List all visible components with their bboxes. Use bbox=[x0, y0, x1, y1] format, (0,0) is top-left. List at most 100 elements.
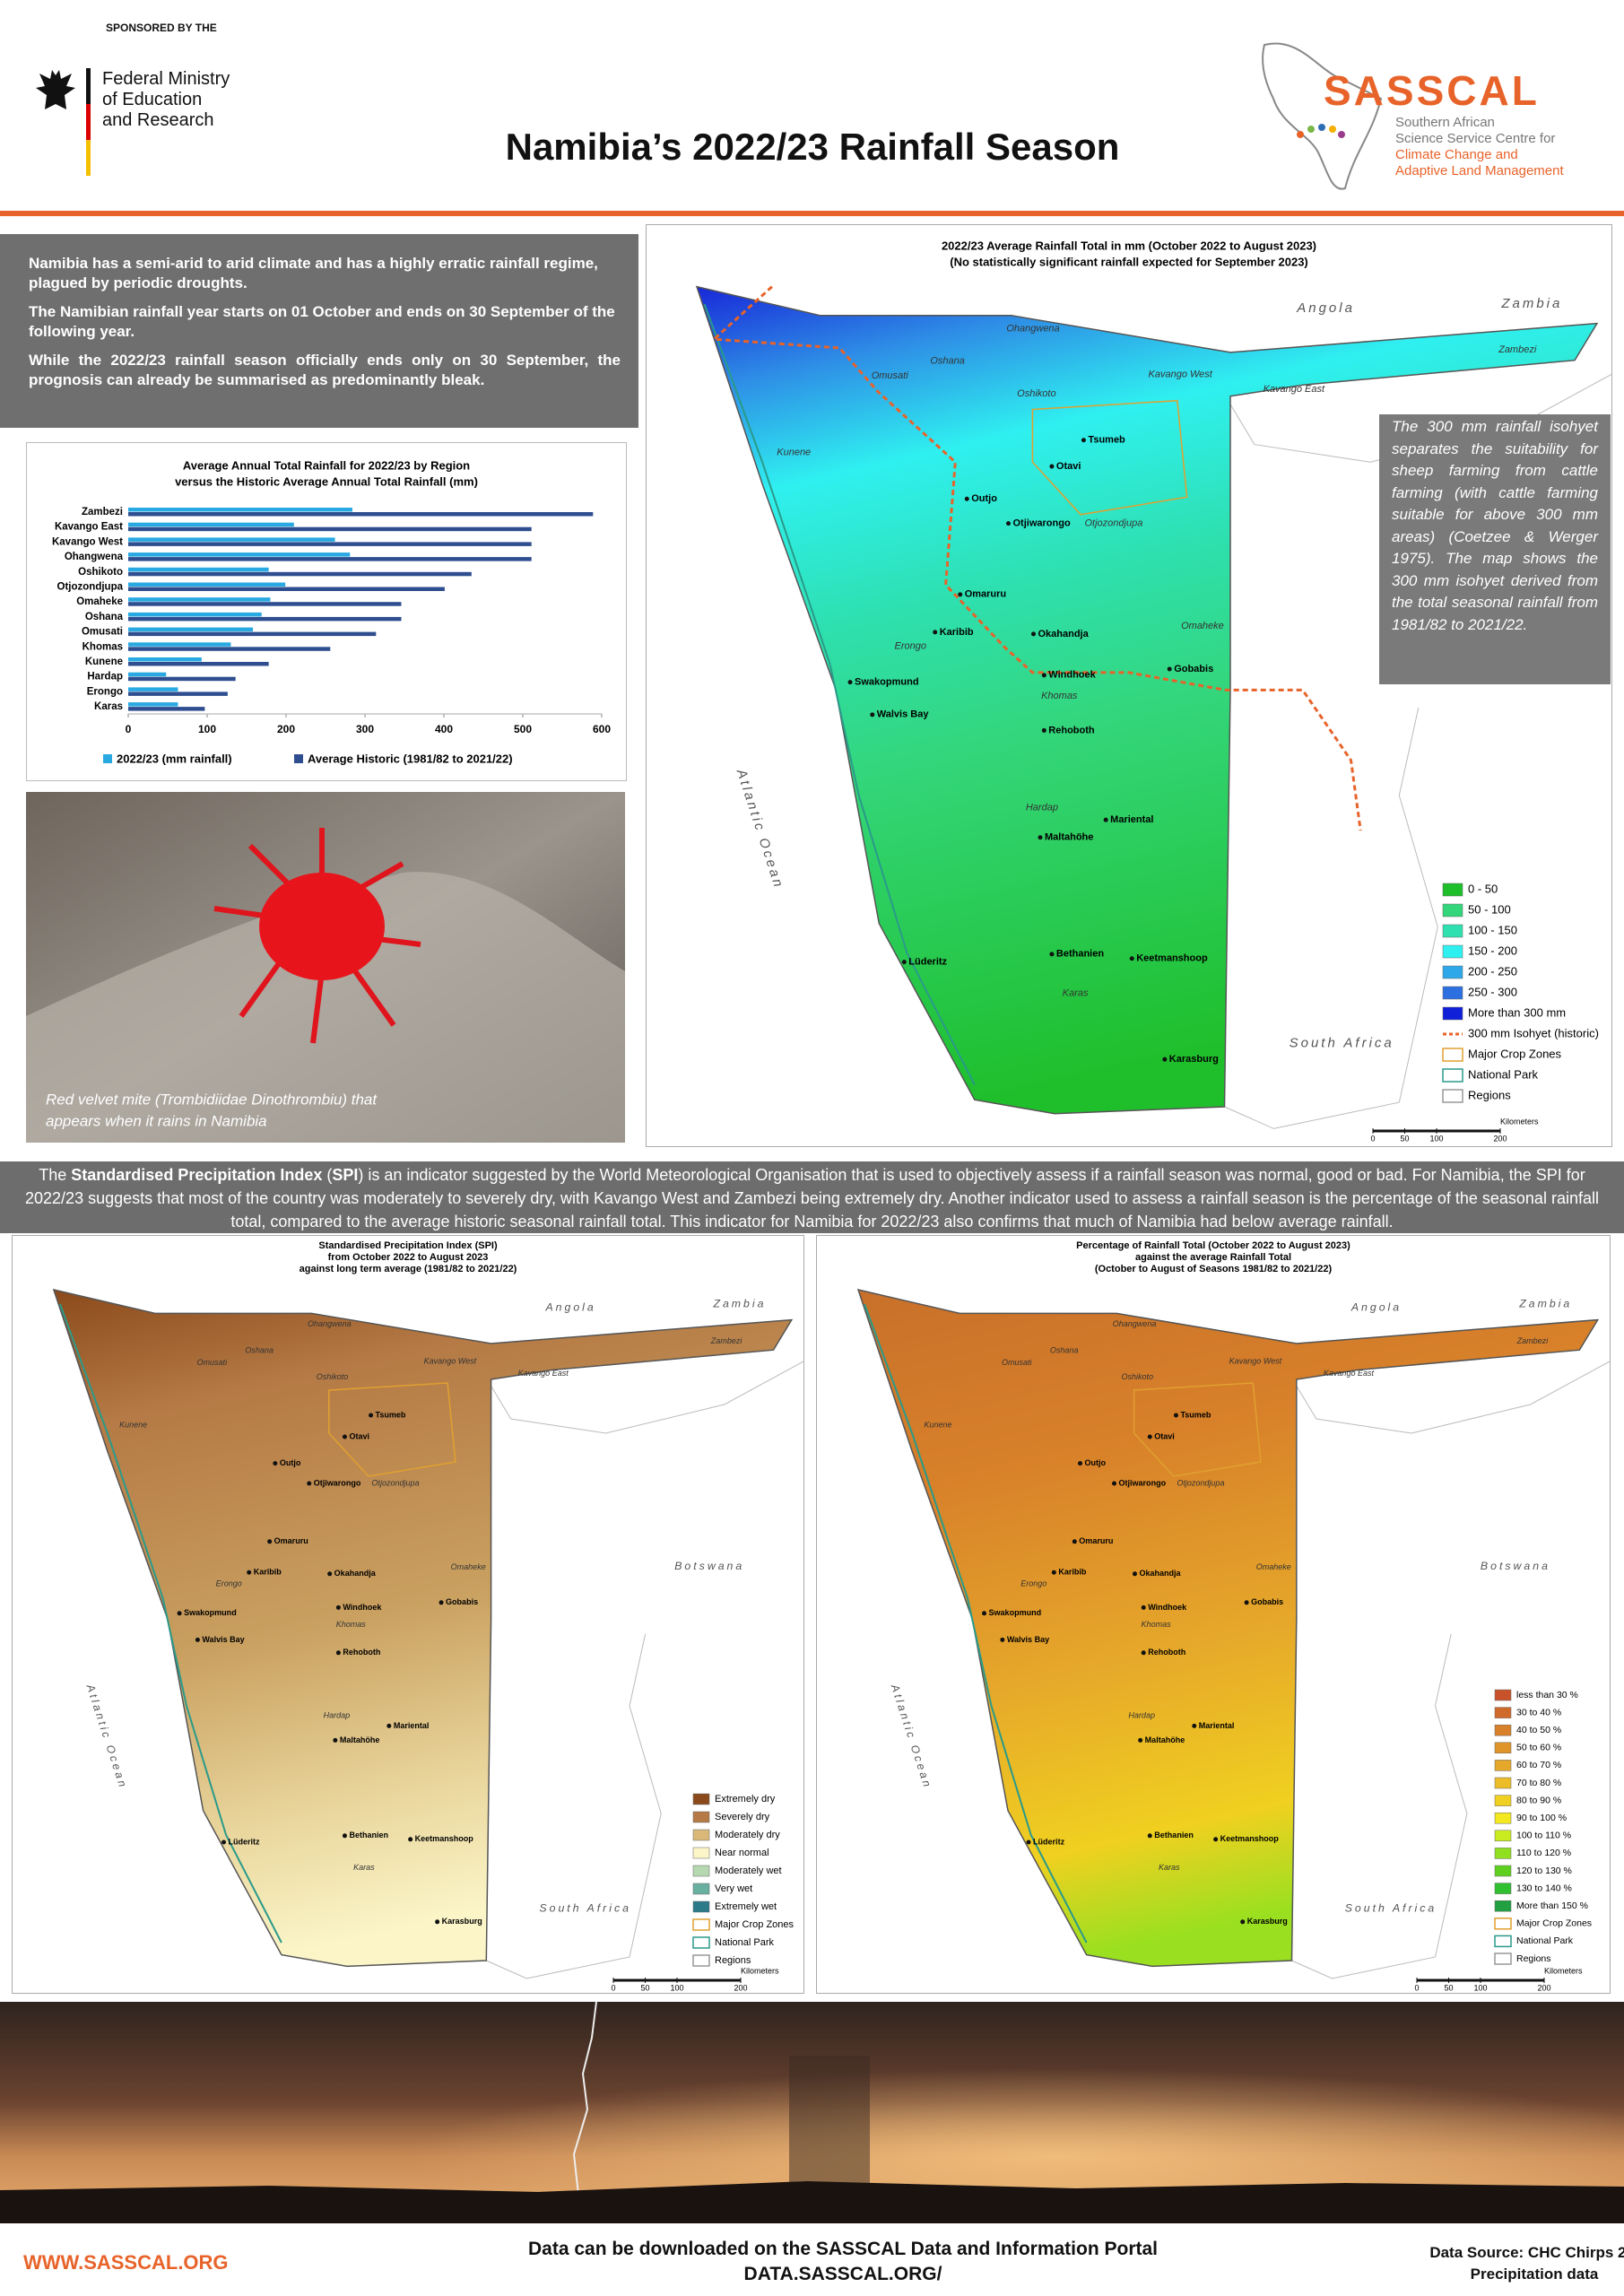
place-label: Keetmanshoop bbox=[415, 1834, 474, 1843]
bar bbox=[128, 627, 254, 632]
sasscal-subtitle: Southern African Science Service Centre … bbox=[1395, 115, 1564, 179]
place-label: Erongo bbox=[1020, 1578, 1046, 1587]
x-tick-label: 300 bbox=[356, 723, 374, 735]
place-label: Otjiwarongo bbox=[1119, 1478, 1167, 1487]
border-line bbox=[1291, 1633, 1468, 1979]
legend-label: 30 to 40 % bbox=[1516, 1707, 1561, 1718]
bar bbox=[128, 582, 286, 587]
town-marker bbox=[247, 1570, 252, 1575]
category-label: Oshana bbox=[85, 612, 124, 622]
place-label: Zambezi bbox=[710, 1336, 743, 1345]
place-label: Kavango West bbox=[1229, 1356, 1282, 1365]
scale-unit: Kilometers bbox=[1544, 1966, 1583, 1975]
legend-swatch bbox=[1494, 1830, 1512, 1842]
legend-label: Regions bbox=[715, 1955, 751, 1966]
place-label: Omusati bbox=[872, 370, 909, 381]
place-label: Kavango East bbox=[1324, 1369, 1375, 1378]
isohyet-note: The 300 mm rainfall isohyet separates th… bbox=[1379, 414, 1611, 684]
place-label: Maltahöhe bbox=[340, 1735, 380, 1744]
town-marker bbox=[267, 1539, 273, 1544]
chart-subtitle: versus the Historic Average Annual Total… bbox=[175, 474, 478, 488]
legend-swatch bbox=[1494, 1707, 1512, 1718]
country-label: Angola bbox=[1296, 300, 1355, 316]
place-label: Kunene bbox=[777, 447, 811, 457]
place-label: Maltahöhe bbox=[1145, 1735, 1185, 1744]
bar bbox=[128, 526, 532, 532]
place-label: Hardap bbox=[1128, 1711, 1155, 1720]
ministry-name: Federal Ministry of Education and Resear… bbox=[102, 69, 230, 131]
place-label: Karasburg bbox=[1169, 1054, 1219, 1065]
legend-swatch bbox=[1442, 924, 1463, 938]
place-label: Khomas bbox=[1041, 691, 1078, 701]
data-source: Data Source: CHC Chirps 2.0 Precipitatio… bbox=[1400, 2242, 1624, 2285]
x-tick-label: 400 bbox=[435, 723, 453, 735]
bar bbox=[128, 537, 335, 542]
place-label: Walvis Bay bbox=[1007, 1635, 1049, 1644]
scale-unit: Kilometers bbox=[1500, 1117, 1539, 1126]
park-line bbox=[703, 303, 976, 1085]
legend-swatch bbox=[1494, 1935, 1512, 1948]
place-label: Keetmanshoop bbox=[1136, 953, 1208, 964]
legend-label: 300 mm Isohyet (historic) bbox=[1468, 1026, 1599, 1039]
park-line bbox=[58, 1303, 282, 1944]
place-label: Oshikoto bbox=[1121, 1372, 1153, 1381]
map-title: (No statistically significant rainfall e… bbox=[950, 255, 1308, 268]
place-label: Ohangwena bbox=[308, 1319, 352, 1328]
town-marker bbox=[369, 1413, 374, 1418]
country-label: South Africa bbox=[1345, 1902, 1437, 1915]
town-marker bbox=[1081, 438, 1086, 443]
place-label: Hardap bbox=[1026, 802, 1058, 813]
place-label: Otjozondjupa bbox=[1085, 518, 1143, 529]
town-marker bbox=[386, 1723, 392, 1728]
scale-label: 200 bbox=[1493, 1134, 1507, 1143]
legend-label: National Park bbox=[1468, 1067, 1539, 1081]
logo-line: Science Service Centre for bbox=[1395, 131, 1556, 146]
place-label: Khomas bbox=[1142, 1620, 1172, 1629]
place-label: Swakopmund bbox=[855, 677, 919, 688]
place-label: Keetmanshoop bbox=[1220, 1834, 1280, 1843]
bar bbox=[128, 602, 402, 606]
namibia bbox=[695, 285, 1599, 1115]
legend-swatch bbox=[1494, 1742, 1512, 1754]
town-marker bbox=[1103, 817, 1108, 822]
legend-swatch bbox=[692, 1793, 710, 1805]
legend-label: less than 30 % bbox=[1516, 1690, 1578, 1700]
scale-label: 200 bbox=[1537, 1983, 1550, 1992]
country-label: Angola bbox=[1350, 1300, 1402, 1313]
intro-paragraph: Namibia has a semi-arid to arid climate … bbox=[29, 255, 598, 291]
place-label: Windhoek bbox=[1148, 1603, 1187, 1612]
place-label: Zambezi bbox=[1516, 1336, 1550, 1345]
legend-label: More than 150 % bbox=[1516, 1900, 1588, 1911]
town-marker bbox=[1244, 1600, 1249, 1605]
logo-dot bbox=[1318, 124, 1325, 131]
legend-swatch bbox=[1442, 883, 1463, 897]
town-marker bbox=[870, 712, 875, 718]
legend-label: 150 - 200 bbox=[1468, 944, 1517, 957]
africa-logo bbox=[1262, 42, 1383, 190]
isohyet bbox=[710, 285, 1362, 831]
legend-label: National Park bbox=[1516, 1935, 1574, 1946]
bar bbox=[128, 687, 178, 691]
town-marker bbox=[1213, 1837, 1219, 1842]
legend-label: Near normal bbox=[715, 1848, 769, 1858]
place-label: Karas bbox=[1159, 1863, 1180, 1872]
source-line: Data Source: CHC Chirps 2.0 bbox=[1429, 2244, 1624, 2261]
town-marker bbox=[1051, 1570, 1056, 1575]
percentage-map: Percentage of Rainfall Total (October 20… bbox=[816, 1235, 1611, 1994]
place-label: Okahandja bbox=[334, 1569, 377, 1578]
town-marker bbox=[1030, 631, 1036, 637]
bar bbox=[128, 647, 331, 651]
border-line bbox=[1291, 1361, 1610, 1434]
town-marker bbox=[1192, 1723, 1197, 1728]
map-title: Percentage of Rainfall Total (October 20… bbox=[1076, 1240, 1350, 1251]
place-label: Mariental bbox=[1199, 1721, 1235, 1730]
town-marker bbox=[1141, 1605, 1146, 1610]
x-tick-label: 200 bbox=[277, 723, 295, 735]
legend-label: Major Crop Zones bbox=[715, 1919, 795, 1930]
bar bbox=[128, 702, 178, 707]
scale-label: 50 bbox=[1400, 1134, 1409, 1143]
portal-line: DATA.SASSCAL.ORG/ bbox=[743, 2264, 942, 2284]
legend-label: 90 to 100 % bbox=[1516, 1813, 1567, 1823]
namibia bbox=[52, 1288, 794, 1968]
